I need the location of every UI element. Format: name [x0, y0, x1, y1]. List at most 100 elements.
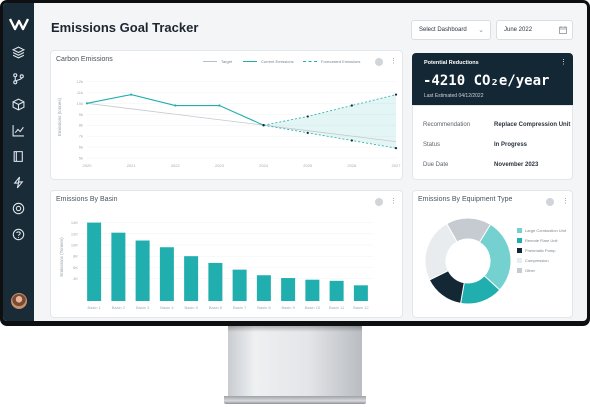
x-tick-label: 2026	[347, 163, 357, 168]
equipment-donut-chart	[424, 217, 512, 305]
legend-forecasted-emissions: Forecasted Emissions	[303, 59, 360, 64]
chart-icon[interactable]	[12, 124, 25, 137]
forecast-band	[263, 94, 396, 149]
monitor-stand-base	[224, 396, 366, 404]
bar	[111, 232, 126, 301]
bar	[329, 280, 344, 301]
x-tick-label: Basin 6	[209, 305, 223, 310]
y-tick-label: 10K	[71, 243, 78, 248]
equipment-settings-icon[interactable]	[546, 198, 554, 206]
bar	[208, 262, 223, 301]
monitor-stand	[228, 326, 362, 398]
layers-icon[interactable]	[12, 46, 25, 59]
kpi-more-menu-icon[interactable]: ⋮	[560, 59, 567, 66]
x-tick-label: 2020	[83, 163, 93, 168]
chevron-down-icon: ⌄	[478, 27, 484, 34]
lifebuoy-icon[interactable]	[12, 202, 25, 215]
y-tick-label: 11k	[77, 90, 83, 95]
data-point	[394, 93, 398, 96]
monitor-frame: Emissions Goal Tracker Select Dashboard …	[0, 0, 590, 326]
app-logo[interactable]	[9, 17, 29, 31]
due-date-value: November 2023	[494, 162, 539, 168]
help-icon[interactable]	[12, 228, 25, 241]
equipment-more-menu-icon[interactable]: ⋮	[562, 198, 569, 205]
legend-swatch	[517, 228, 522, 233]
data-point	[306, 131, 309, 134]
page-title: Emissions Goal Tracker	[51, 20, 199, 35]
emissions-by-basin-card: Emissions By Basin ⋮ Emissions (Tonnes) 1…	[50, 190, 403, 318]
carbon-emissions-title: Carbon Emissions	[56, 56, 113, 63]
date-select-value: June 2022	[504, 27, 533, 33]
data-point	[394, 147, 398, 150]
status-label: Status	[423, 142, 441, 148]
donut-slice	[446, 217, 492, 243]
y-tick-label: 4K	[73, 276, 78, 281]
due-date-label: Due Date	[423, 162, 449, 168]
x-tick-label: 2021	[127, 163, 137, 168]
y-tick-label: 6k	[79, 145, 83, 150]
branch-icon[interactable]	[12, 72, 25, 85]
sidebar	[3, 3, 34, 321]
user-avatar[interactable]	[11, 293, 27, 309]
forecast-line	[263, 94, 397, 126]
recommendation-card	[412, 105, 573, 180]
y-tick-label: 8k	[79, 123, 83, 128]
bar	[87, 222, 102, 301]
bar	[256, 275, 271, 301]
bar	[305, 279, 320, 301]
cube-icon[interactable]	[12, 98, 25, 111]
target-line	[86, 102, 397, 142]
data-point	[174, 104, 177, 107]
basin-bar-chart: Emissions (Tonnes) 14K 12K 10K 8K 6K 4K Basin 1…	[59, 220, 373, 310]
more-menu-icon[interactable]: ⋮	[390, 58, 397, 65]
status-value: In Progress	[494, 142, 528, 148]
legend-label: Other	[525, 268, 536, 273]
legend-label: Pneumatic Pump	[525, 248, 556, 253]
book-icon[interactable]	[12, 150, 25, 163]
bar	[232, 269, 247, 301]
x-tick-label: 2024	[259, 163, 269, 168]
recommendation-value: Replace Compression Unit	[494, 122, 571, 128]
stand-shadow	[228, 326, 362, 332]
recommendation-label: Recommendation	[423, 122, 471, 128]
lightning-icon[interactable]	[12, 176, 25, 189]
x-tick-label: Basin 10	[305, 305, 321, 310]
y-tick-label: 8K	[73, 254, 78, 259]
data-point	[262, 124, 265, 127]
bar	[353, 285, 368, 301]
x-tick-label: 2027	[392, 163, 402, 168]
x-tick-label: Basin 2	[112, 305, 126, 310]
legend-label: Large Combustion Unit	[525, 228, 566, 233]
kpi-last-estimated: Last Estimated 04/12/2022	[424, 93, 484, 99]
legend-swatch	[517, 258, 522, 263]
legend-label: Compression	[525, 258, 549, 263]
calendar-icon	[559, 26, 567, 34]
equipment-legend-item: Large Combustion Unit	[517, 228, 566, 233]
y-tick-label: 12K	[71, 231, 78, 236]
dashboard-select[interactable]: Select Dashboard ⌄	[411, 20, 491, 40]
legend-target: Target	[203, 59, 232, 64]
bar	[281, 278, 296, 301]
y-tick-label: 14K	[71, 220, 78, 225]
legend-swatch	[517, 268, 522, 273]
y-tick-label: 9k	[79, 112, 83, 117]
basin-settings-icon[interactable]	[375, 198, 383, 206]
app-screen: Emissions Goal Tracker Select Dashboard …	[3, 3, 587, 321]
settings-icon[interactable]	[375, 58, 383, 66]
y-tick-label: 5k	[79, 156, 83, 161]
legend-label: Remote Flare Unit	[525, 238, 558, 243]
y-axis-title: Emissions (Tonnes)	[59, 237, 64, 277]
data-point	[130, 93, 133, 96]
x-tick-label: Basin 5	[184, 305, 198, 310]
legend-current-emissions: Current Emissions	[243, 59, 294, 64]
date-select[interactable]: June 2022	[496, 20, 573, 40]
y-tick-label: 7k	[79, 134, 83, 139]
data-point	[218, 104, 221, 107]
basin-more-menu-icon[interactable]: ⋮	[390, 198, 397, 205]
x-tick-label: Basin 9	[281, 305, 295, 310]
y-axis-title: Emissions (tonnes)	[57, 97, 62, 136]
dashboard-select-value: Select Dashboard	[419, 27, 467, 33]
x-tick-label: 2025	[303, 163, 313, 168]
equipment-legend-item: Other	[517, 268, 535, 273]
data-point	[85, 102, 89, 105]
